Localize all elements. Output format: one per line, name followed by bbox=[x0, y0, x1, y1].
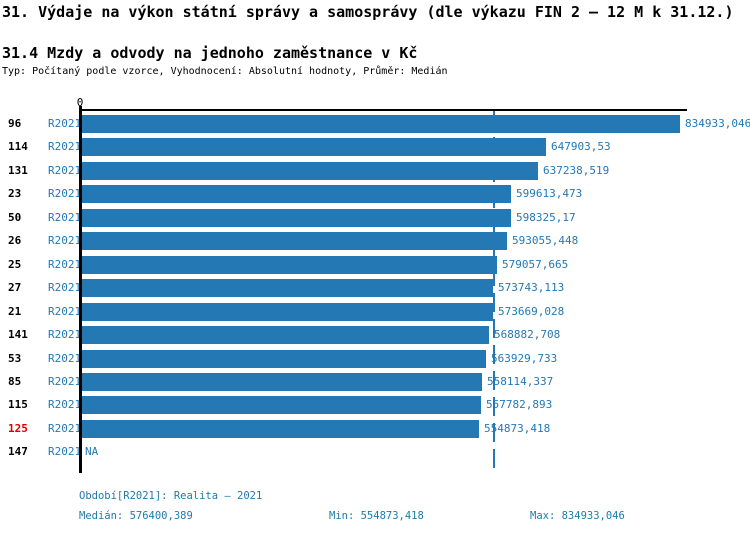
value-bar bbox=[82, 326, 489, 344]
row-period-label: R2021 bbox=[48, 445, 82, 458]
bar-value-label: 834933,046 bbox=[685, 117, 750, 130]
bar-value-label: 558114,337 bbox=[487, 375, 554, 388]
bar-value-label: NA bbox=[85, 445, 99, 458]
x-axis-line bbox=[79, 109, 687, 111]
value-bar bbox=[82, 373, 482, 391]
value-bar bbox=[82, 420, 479, 438]
value-bar bbox=[82, 232, 507, 250]
chart-row: 26 R2021 593055,448 bbox=[0, 232, 750, 250]
row-period-label: R2021 bbox=[48, 211, 82, 224]
row-category-label: 141 bbox=[8, 328, 28, 341]
value-bar bbox=[82, 396, 481, 414]
value-bar bbox=[82, 162, 538, 180]
chart-row: 50 R2021 598325,17 bbox=[0, 209, 750, 227]
row-period-label: R2021 bbox=[48, 281, 82, 294]
bar-value-label: 557782,893 bbox=[486, 398, 553, 411]
row-period-label: R2021 bbox=[48, 117, 82, 130]
bar-value-label: 573669,028 bbox=[498, 305, 565, 318]
bar-value-label: 563929,733 bbox=[491, 352, 558, 365]
row-period-label: R2021 bbox=[48, 140, 82, 153]
chart-row: 114 R2021 647903,53 bbox=[0, 138, 750, 156]
row-category-label: 115 bbox=[8, 398, 28, 411]
row-category-label: 23 bbox=[8, 187, 22, 200]
chart-row: 96 R2021 834933,046 bbox=[0, 115, 750, 133]
row-category-label: 131 bbox=[8, 164, 28, 177]
row-category-label: 147 bbox=[8, 445, 28, 458]
row-category-label: 96 bbox=[8, 117, 22, 130]
row-category-label: 50 bbox=[8, 211, 22, 224]
chart-subtitle: 31.4 Mzdy a odvody na jednoho zaměstnanc… bbox=[2, 44, 418, 62]
chart-row: 131 R2021 637238,519 bbox=[0, 162, 750, 180]
row-period-label: R2021 bbox=[48, 258, 82, 271]
chart-meta-line: Typ: Počítaný podle vzorce, Vyhodnocení:… bbox=[2, 66, 448, 77]
row-category-label: 114 bbox=[8, 140, 28, 153]
y-axis-line bbox=[79, 106, 82, 473]
footer-median-value: Medián: 576400,389 bbox=[79, 510, 193, 522]
chart-row: 125 R2021 554873,418 bbox=[0, 420, 750, 438]
bar-value-label: 573743,113 bbox=[498, 281, 565, 294]
row-period-label: R2021 bbox=[48, 164, 82, 177]
row-period-label: R2021 bbox=[48, 187, 82, 200]
row-category-label: 25 bbox=[8, 258, 22, 271]
chart-row: 147 R2021 NA bbox=[0, 443, 750, 461]
footer-period-label: Období[R2021]: Realita – 2021 bbox=[79, 490, 263, 502]
value-bar bbox=[82, 303, 493, 321]
chart-row: 21 R2021 573669,028 bbox=[0, 303, 750, 321]
value-bar bbox=[82, 209, 511, 227]
row-category-label: 125 bbox=[8, 422, 28, 435]
value-bar bbox=[82, 279, 493, 297]
chart-row: 141 R2021 568882,708 bbox=[0, 326, 750, 344]
row-period-label: R2021 bbox=[48, 422, 82, 435]
row-period-label: R2021 bbox=[48, 234, 82, 247]
row-category-label: 85 bbox=[8, 375, 22, 388]
x-axis-zero-tick-label: 0 bbox=[76, 96, 84, 109]
chart-row: 53 R2021 563929,733 bbox=[0, 350, 750, 368]
row-period-label: R2021 bbox=[48, 398, 82, 411]
value-bar bbox=[82, 350, 486, 368]
value-bar bbox=[82, 138, 546, 156]
footer-max-value: Max: 834933,046 bbox=[530, 510, 625, 522]
median-reference-line bbox=[493, 111, 495, 473]
bar-value-label: 599613,473 bbox=[516, 187, 583, 200]
bar-value-label: 647903,53 bbox=[551, 140, 611, 153]
chart-row: 115 R2021 557782,893 bbox=[0, 396, 750, 414]
row-period-label: R2021 bbox=[48, 305, 82, 318]
value-bar bbox=[82, 256, 497, 274]
chart-row: 23 R2021 599613,473 bbox=[0, 185, 750, 203]
bar-value-label: 598325,17 bbox=[516, 211, 576, 224]
bar-value-label: 593055,448 bbox=[512, 234, 579, 247]
row-category-label: 27 bbox=[8, 281, 22, 294]
bar-value-label: 554873,418 bbox=[484, 422, 551, 435]
bar-value-label: 637238,519 bbox=[543, 164, 610, 177]
bar-value-label: 579057,665 bbox=[502, 258, 569, 271]
row-period-label: R2021 bbox=[48, 328, 82, 341]
row-category-label: 21 bbox=[8, 305, 22, 318]
footer-min-value: Min: 554873,418 bbox=[329, 510, 424, 522]
page-title: 31. Výdaje na výkon státní správy a samo… bbox=[2, 3, 734, 21]
row-category-label: 26 bbox=[8, 234, 22, 247]
value-bar bbox=[82, 115, 680, 133]
chart-row: 25 R2021 579057,665 bbox=[0, 256, 750, 274]
row-period-label: R2021 bbox=[48, 375, 82, 388]
row-period-label: R2021 bbox=[48, 352, 82, 365]
chart-row: 85 R2021 558114,337 bbox=[0, 373, 750, 391]
value-bar bbox=[82, 185, 511, 203]
chart-row: 27 R2021 573743,113 bbox=[0, 279, 750, 297]
row-category-label: 53 bbox=[8, 352, 22, 365]
bar-value-label: 568882,708 bbox=[494, 328, 561, 341]
